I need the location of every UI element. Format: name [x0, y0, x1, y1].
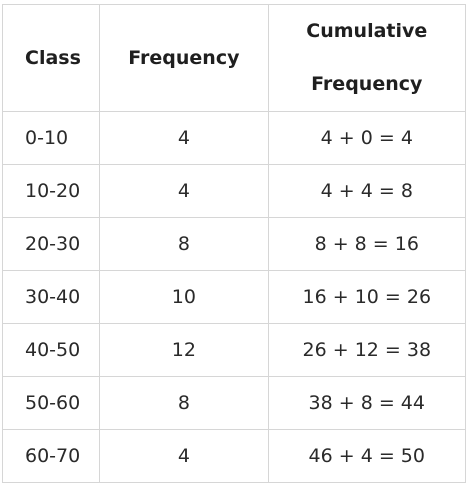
table-row: 40-50 12 26 + 12 = 38 [1, 323, 467, 377]
header-cumulative-frequency: Cumulative Frequency [267, 4, 467, 112]
cell-cumulative: 4 + 4 = 8 [267, 164, 467, 218]
cell-cumulative: 26 + 12 = 38 [267, 323, 467, 377]
cell-cumulative: 8 + 8 = 16 [267, 217, 467, 271]
cell-class: 40-50 [1, 323, 101, 377]
table-row: 30-40 10 16 + 10 = 26 [1, 270, 467, 324]
table-row: 10-20 4 4 + 4 = 8 [1, 164, 467, 218]
table-header-row: Class Frequency Cumulative Frequency [1, 4, 467, 112]
cell-frequency: 12 [99, 323, 269, 377]
cell-cumulative: 4 + 0 = 4 [267, 111, 467, 165]
table-row: 20-30 8 8 + 8 = 16 [1, 217, 467, 271]
table-row: 50-60 8 38 + 8 = 44 [1, 376, 467, 430]
cell-frequency: 8 [99, 217, 269, 271]
cell-class: 60-70 [1, 429, 101, 483]
table-row: 60-70 4 46 + 4 = 50 [1, 429, 467, 483]
cell-cumulative: 46 + 4 = 50 [267, 429, 467, 483]
cell-class: 50-60 [1, 376, 101, 430]
cell-class: 20-30 [1, 217, 101, 271]
header-class: Class [1, 4, 101, 112]
header-cumulative-line2: Frequency [311, 73, 423, 95]
cell-class: 0-10 [1, 111, 101, 165]
cell-cumulative: 16 + 10 = 26 [267, 270, 467, 324]
cell-class: 30-40 [1, 270, 101, 324]
cell-frequency: 4 [99, 429, 269, 483]
header-frequency: Frequency [99, 4, 269, 112]
table-row: 0-10 4 4 + 0 = 4 [1, 111, 467, 165]
cell-frequency: 10 [99, 270, 269, 324]
cell-frequency: 4 [99, 164, 269, 218]
cumulative-frequency-table: Class Frequency Cumulative Frequency 0-1… [1, 4, 467, 483]
cell-class: 10-20 [1, 164, 101, 218]
cell-frequency: 4 [99, 111, 269, 165]
header-cumulative-line1: Cumulative [306, 20, 428, 42]
cell-cumulative: 38 + 8 = 44 [267, 376, 467, 430]
cell-frequency: 8 [99, 376, 269, 430]
